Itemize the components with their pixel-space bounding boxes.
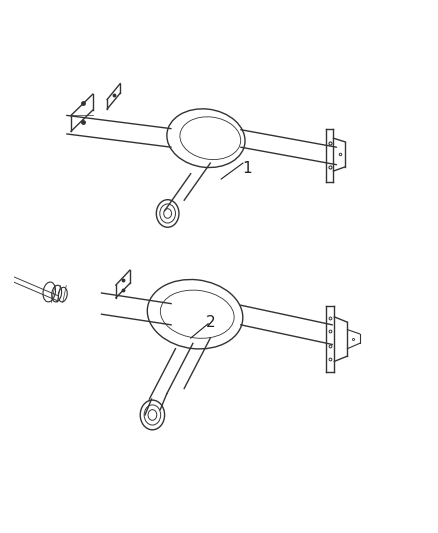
Text: 2: 2 <box>205 314 215 330</box>
Text: 1: 1 <box>243 161 252 176</box>
